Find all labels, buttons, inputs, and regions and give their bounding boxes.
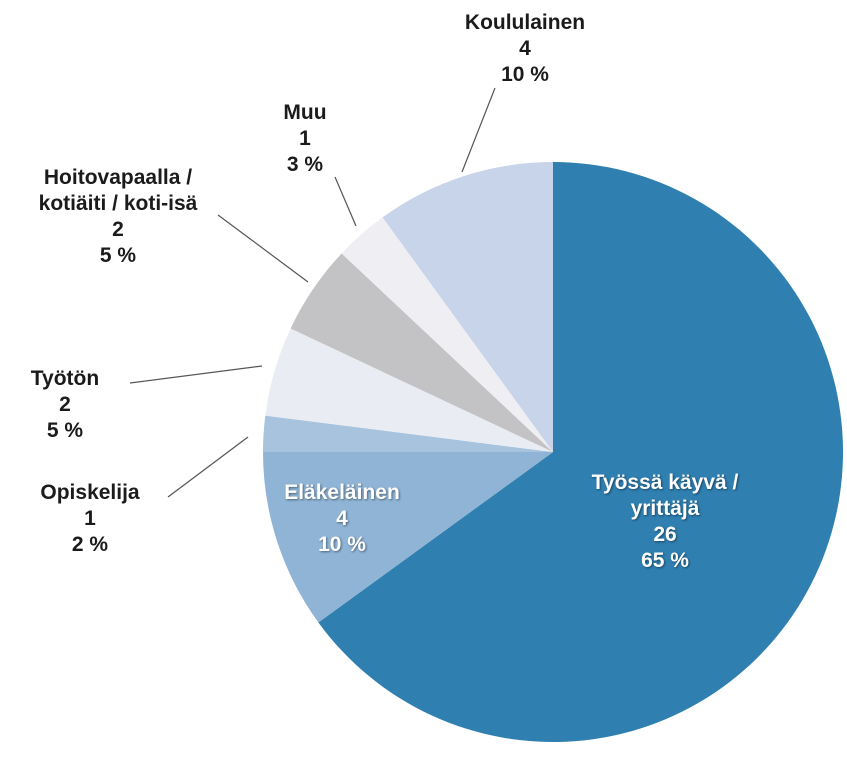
label-value-labels: 10 % — [318, 533, 366, 556]
label-categories: Työtön — [30, 367, 100, 390]
label-categories: Koululainen — [464, 11, 586, 34]
label-value-labels: 5 % — [99, 244, 137, 267]
leader-line — [217, 214, 309, 283]
slice-label: Koululainen 4 10 % — [445, 10, 605, 88]
pie-slice — [382, 162, 553, 452]
label-categories: Työssä käyvä / yrittäjä — [591, 471, 739, 520]
label-categories: Muu — [283, 101, 327, 124]
slice-label: Hoitovapaalla / kotiäiti / koti-isä 2 5 % — [8, 165, 228, 269]
label-categories: Opiskelija — [40, 481, 140, 504]
pie-slice — [290, 253, 553, 452]
leader-line — [461, 87, 496, 173]
slice-label: Opiskelija 1 2 % — [10, 480, 170, 558]
label-value-labels: 10 % — [501, 63, 549, 86]
label-value-labels: 65 % — [641, 549, 689, 572]
slice-label: Työssä käyvä / yrittäjä 26 65 % — [555, 470, 775, 574]
slice-label: Työtön 2 5 % — [5, 366, 125, 444]
pie-slice — [263, 415, 553, 452]
label-categories: Eläkeläinen — [284, 481, 400, 504]
leader-line — [167, 436, 249, 498]
slice-label: Eläkeläinen 4 10 % — [252, 480, 432, 558]
pie-slice — [341, 217, 553, 452]
label-value-labels: 5 % — [46, 419, 84, 442]
label-counts: 1 — [299, 127, 311, 150]
label-value-labels: 3 % — [286, 153, 324, 176]
pie-slice — [265, 328, 553, 452]
label-categories: Hoitovapaalla / kotiäiti / koti-isä — [38, 166, 198, 215]
label-counts: 2 — [59, 393, 71, 416]
label-counts: 4 — [519, 37, 531, 60]
label-counts: 4 — [336, 507, 348, 530]
leader-line — [334, 176, 357, 227]
pie-slice — [318, 162, 843, 742]
label-counts: 26 — [653, 523, 677, 546]
slice-label: Muu 1 3 % — [265, 100, 345, 178]
label-counts: 2 — [112, 218, 124, 241]
leader-line — [129, 365, 263, 384]
pie-slice — [263, 452, 553, 623]
label-counts: 1 — [84, 507, 96, 530]
label-value-labels: 2 % — [71, 533, 109, 556]
